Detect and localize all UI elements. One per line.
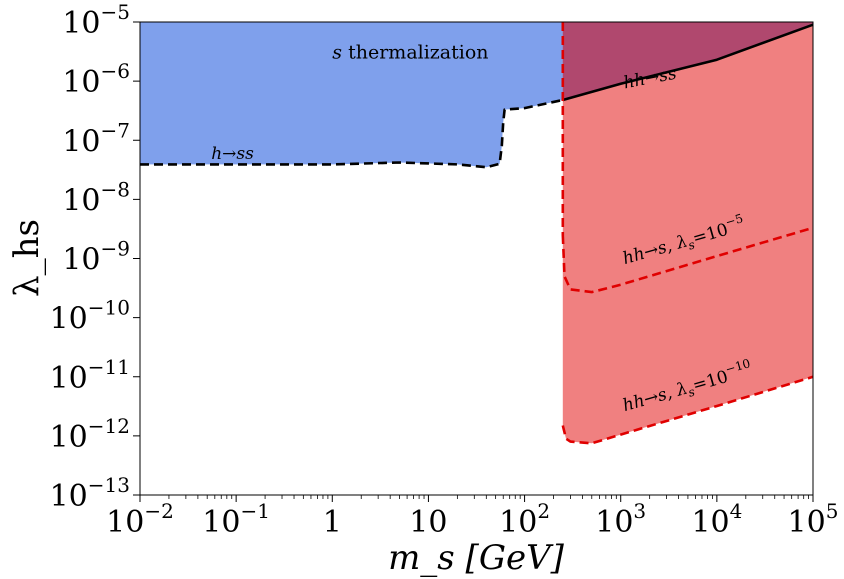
series-lines [140, 22, 814, 445]
series-line-2 [561, 226, 814, 294]
x-tick-label-7: 105 [788, 499, 839, 540]
y-axis-label-text: λ_hs [7, 219, 47, 297]
x-tick-label-6: 104 [691, 499, 742, 540]
y-tick-label-2: 10−7 [62, 118, 130, 159]
y-tick-label-0: 10−5 [62, 0, 130, 41]
x-tick-label-4: 102 [499, 499, 550, 540]
series-line-1 [562, 23, 814, 102]
region-fills [140, 22, 813, 444]
x-tick-label-3: 10 [409, 505, 447, 540]
y-tick-label-1: 10−6 [62, 59, 130, 100]
y-tick-label-6: 10−11 [50, 355, 130, 396]
y-tick-label-7: 10−12 [50, 414, 130, 455]
x-axis-ticks: 10−2 10−1 1 10 102 103 104 105 [106, 495, 838, 540]
y-axis-ticks: 10−5 10−6 10−7 10−8 10−9 10−10 10−11 10−12 10−13 [50, 0, 140, 514]
series-line-3 [561, 375, 814, 445]
y-tick-label-5: 10−10 [50, 296, 130, 337]
y-tick-label-4: 10−9 [62, 237, 130, 278]
y-tick-label-8: 10−13 [50, 473, 130, 514]
x-axis-label-text: m_s [GeV] [388, 538, 565, 578]
freeze-in-region [562, 22, 813, 444]
y-axis-label: λ_hs [7, 219, 47, 297]
annotation-hss: h→ss [211, 144, 254, 164]
x-tick-label-0: 10−2 [106, 499, 174, 540]
overlap-region [562, 22, 813, 100]
x-tick-label-1: 10−1 [202, 499, 270, 540]
x-tick-label-2: 1 [323, 505, 342, 540]
series-line-0 [140, 98, 564, 169]
y-tick-label-3: 10−8 [62, 177, 130, 218]
x-axis-label: m_s [GeV] [388, 538, 565, 578]
annotation-therm: s thermalization [332, 42, 488, 64]
x-tick-label-5: 103 [595, 499, 646, 540]
